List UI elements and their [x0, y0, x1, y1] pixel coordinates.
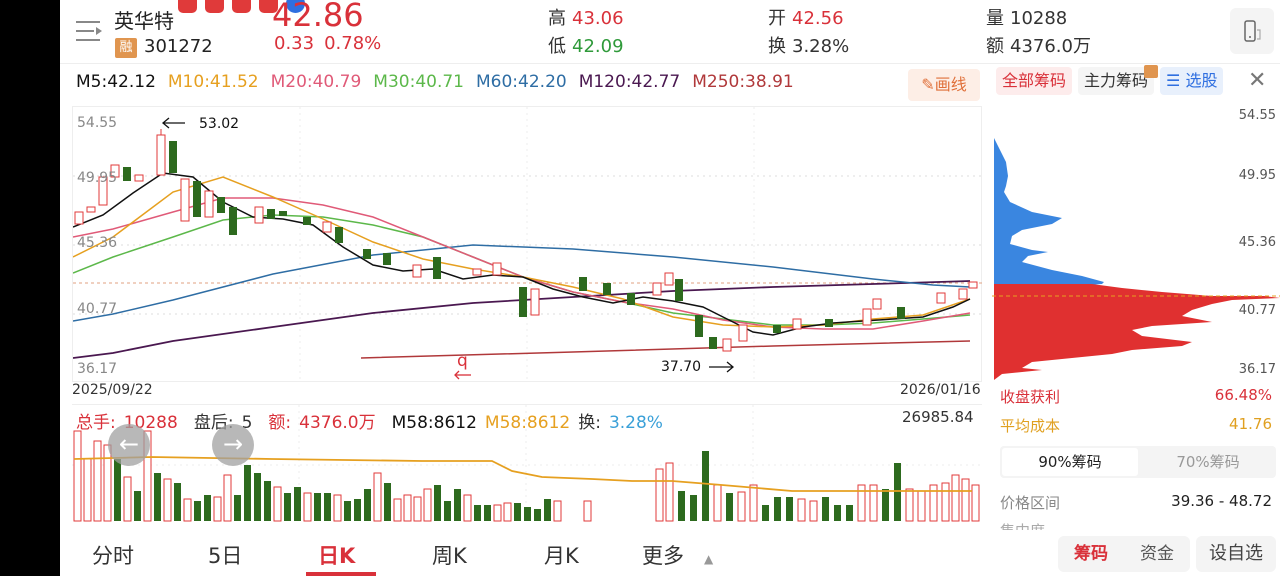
- shortcut-icon-3[interactable]: [232, 0, 251, 13]
- chip-y-tick-1: 54.55: [1238, 108, 1276, 123]
- chip-y-tick-2: 49.95: [1238, 168, 1276, 183]
- caret-up-icon: ▲: [704, 552, 714, 566]
- change-abs: 0.33: [274, 33, 315, 54]
- phone-rotate-icon: [1244, 20, 1261, 42]
- y-tick-1: 54.55: [77, 115, 118, 131]
- chip-y-tick-3: 45.36: [1238, 235, 1276, 250]
- lock-icon: [1144, 65, 1159, 78]
- tab-70-chips[interactable]: 70%筹码: [1176, 453, 1240, 471]
- y-tick-5: 36.17: [77, 361, 118, 377]
- chips-funds-toggle: 筹码 资金: [1058, 536, 1190, 572]
- tab-intraday[interactable]: 分时: [92, 544, 134, 568]
- avg-cost-value: 41.76: [1229, 415, 1272, 433]
- active-tab-indicator: [306, 572, 376, 576]
- close-profit-row: 收盘获利 66.48%: [1000, 386, 1272, 406]
- chip-y-tick-4: 40.77: [1238, 303, 1276, 318]
- high-annotation: 53.02: [199, 116, 240, 132]
- ma120-label: M120:42.77: [578, 72, 681, 92]
- volume-chart[interactable]: [72, 404, 982, 523]
- change-pct: 0.78%: [324, 33, 382, 54]
- chip-distribution-chart: 54.55 49.95 45.36 40.77 36.17: [992, 106, 1280, 382]
- y-tick-4: 40.77: [77, 301, 118, 317]
- chip-tabs: 全部筹码 主力筹码 ☰ 选股: [996, 65, 1224, 95]
- price-range-value: 39.36 - 48.72: [1171, 492, 1272, 510]
- ma-legend: M5:42.12 M10:41.52 M20:40.79 M30:40.71 M60:4…: [76, 72, 806, 92]
- stock-name: 英华特: [114, 9, 174, 33]
- stock-picker-button[interactable]: ☰ 选股: [1160, 67, 1224, 95]
- amount-stat: 额 4376.0万: [986, 36, 1091, 57]
- ma250-label: M250:38.91: [692, 72, 794, 92]
- menu-icon[interactable]: [74, 18, 104, 44]
- after-hours-volume: 5: [241, 413, 253, 433]
- open-stat: 开 42.56: [768, 8, 844, 29]
- close-icon[interactable]: ✕: [1248, 68, 1267, 93]
- m58-label-b: M58:8612: [484, 413, 571, 433]
- volume-stat: 量 10288: [986, 8, 1068, 29]
- scroll-left-button[interactable]: ←: [108, 424, 150, 466]
- volume-canvas: [72, 405, 982, 523]
- kline-chart[interactable]: 54.55 49.95 45.36 40.77 36.17 53.02 37.7…: [72, 106, 983, 383]
- volume-legend: 总手: 10288 盘后: 5 额: 4376.0万 M58:8612 M58:8612 换: 3…: [76, 413, 663, 433]
- volume-amount: 4376.0万: [299, 413, 376, 433]
- end-date: 2026/01/16: [900, 382, 981, 398]
- tab-daily-k[interactable]: 日K: [318, 544, 356, 568]
- add-watchlist-button[interactable]: 设自选: [1196, 536, 1276, 572]
- tab-more[interactable]: 更多 ▲: [642, 544, 714, 568]
- close-profit-value: 66.48%: [1214, 386, 1272, 404]
- volume-max: 26985.84: [902, 408, 974, 426]
- kline-canvas: [72, 107, 983, 383]
- funds-button[interactable]: 资金: [1140, 544, 1174, 564]
- chips-button[interactable]: 筹码: [1074, 544, 1108, 564]
- tab-90-chips[interactable]: 90%筹码: [1002, 448, 1138, 476]
- arrow-right-icon: →: [222, 430, 244, 458]
- arrow-left-icon: ←: [118, 430, 140, 458]
- ma10-label: M10:41.52: [167, 72, 259, 92]
- ma5-label: M5:42.12: [76, 72, 156, 92]
- shortcut-icon-1[interactable]: [178, 0, 197, 13]
- draw-line-button[interactable]: ✎画线: [908, 69, 980, 101]
- price-range-row: 价格区间 39.36 - 48.72: [1000, 492, 1272, 512]
- candles: [74, 129, 978, 352]
- start-date: 2025/09/22: [72, 382, 153, 398]
- header: 英华特 融 301272 42.86 0.33 0.78% 高 43.06 低 42.…: [60, 0, 1280, 64]
- y-tick-3: 45.36: [77, 235, 118, 251]
- tab-weekly-k[interactable]: 周K: [432, 544, 467, 568]
- low-annotation: 37.70: [661, 359, 702, 375]
- ma20-label: M20:40.79: [270, 72, 362, 92]
- drawn-label: q: [457, 351, 468, 371]
- turnover-stat: 换 3.28%: [768, 36, 850, 57]
- rotate-screen-button[interactable]: [1230, 8, 1274, 54]
- volume-bars: [73, 430, 980, 522]
- ma60-label: M60:42.20: [476, 72, 567, 92]
- chip-y-tick-5: 36.17: [1238, 362, 1276, 377]
- shortcut-icon-4[interactable]: [259, 0, 278, 13]
- volume-turnover: 3.28%: [608, 413, 663, 433]
- ma30-label: M30:40.71: [373, 72, 464, 92]
- period-tabs: 分时 5日 日K 周K 月K 更多 ▲: [60, 530, 1040, 576]
- tab-5day[interactable]: 5日: [208, 544, 243, 568]
- high-stat: 高 43.06: [548, 8, 624, 29]
- chip-percent-toggle: 90%筹码 70%筹码: [1000, 446, 1276, 478]
- list-icon: ☰: [1166, 71, 1186, 90]
- m58-label-a: M58:8612: [391, 413, 477, 433]
- lightbulb-icon[interactable]: [286, 0, 305, 13]
- avg-cost-row: 平均成本 41.76: [1000, 415, 1272, 435]
- current-price: 42.86: [272, 0, 364, 34]
- tab-monthly-k[interactable]: 月K: [544, 544, 579, 568]
- y-tick-2: 49.95: [77, 170, 118, 186]
- tab-main-chips[interactable]: 主力筹码: [1078, 65, 1159, 95]
- stock-app: 英华特 融 301272 42.86 0.33 0.78% 高 43.06 低 42.…: [60, 0, 1280, 576]
- app-shortcut-icons: [178, 0, 305, 13]
- low-stat: 低 42.09: [548, 36, 624, 57]
- tab-all-chips[interactable]: 全部筹码: [996, 67, 1073, 95]
- pencil-icon: ✎: [921, 75, 935, 94]
- concentration-row: 集中度: [1000, 520, 1276, 530]
- margin-badge: 融: [115, 38, 137, 58]
- price-change: 0.33 0.78%: [274, 33, 381, 54]
- scroll-right-button[interactable]: →: [212, 424, 254, 466]
- stock-code: 301272: [144, 36, 213, 57]
- shortcut-icon-2[interactable]: [205, 0, 224, 13]
- chip-canvas: [992, 138, 1280, 380]
